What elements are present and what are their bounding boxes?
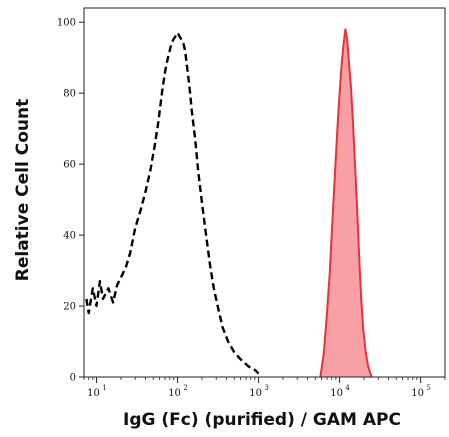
y-axis-title: Relative Cell Count: [13, 99, 33, 281]
x-tick-exponent: 1: [102, 384, 106, 392]
series-1-line: [319, 28, 373, 378]
x-tick-label: 10: [168, 388, 181, 399]
x-tick-exponent: 3: [264, 384, 268, 392]
x-tick-exponent: 2: [183, 384, 187, 392]
y-tick-label: 80: [63, 89, 76, 100]
x-tick-label: 10: [87, 388, 100, 399]
y-tick-label: 40: [63, 231, 76, 242]
y-tick-label: 0: [70, 373, 76, 384]
y-tick-label: 100: [57, 18, 76, 29]
plot-frame: [83, 7, 446, 378]
x-tick-label: 10: [411, 388, 424, 399]
series-0-line: [85, 31, 260, 375]
x-tick-exponent: 5: [426, 384, 430, 392]
x-tick-label: 10: [330, 388, 343, 399]
series-1-fill: [320, 29, 372, 378]
y-tick-label: 20: [63, 302, 76, 313]
x-tick-label: 10: [249, 388, 262, 399]
x-axis-title: IgG (Fc) (purified) / GAM APC: [123, 410, 401, 430]
y-tick-label: 60: [63, 160, 76, 171]
x-tick-exponent: 4: [345, 384, 350, 392]
